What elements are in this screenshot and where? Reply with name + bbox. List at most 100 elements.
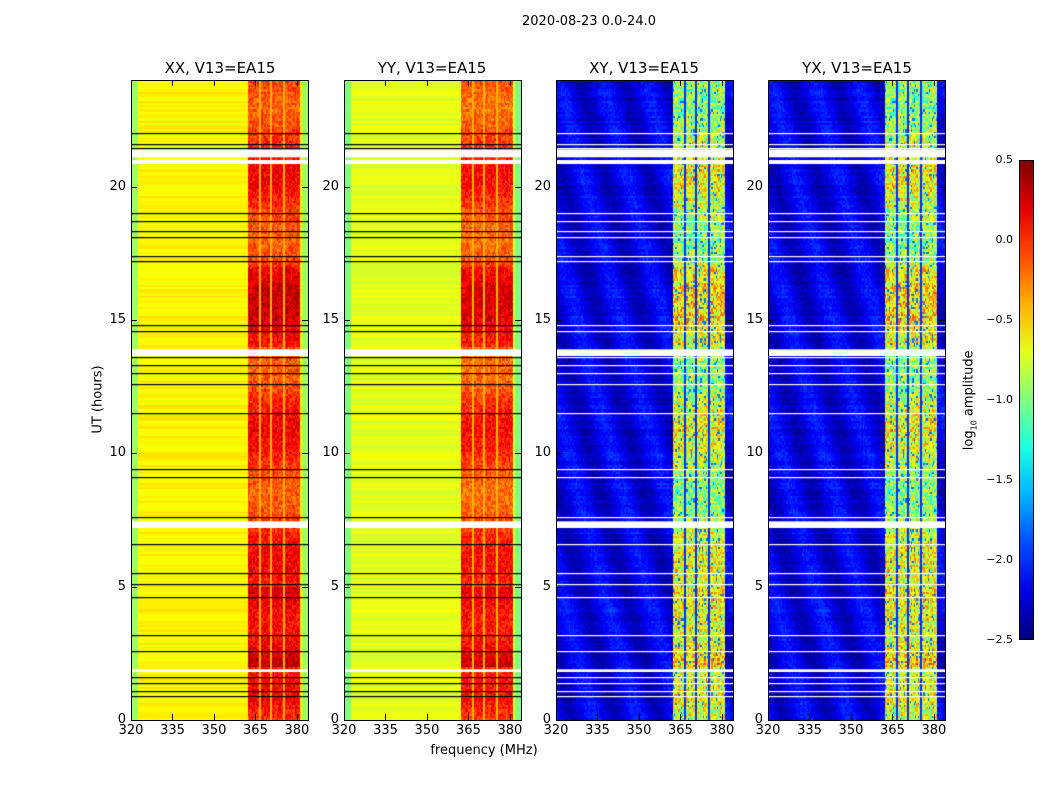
y-tick-label: 0: [542, 712, 551, 727]
x-tick-mark: [933, 714, 935, 720]
colorbar-tick-label: −2.0: [986, 553, 1013, 566]
colorbar: [1019, 160, 1034, 640]
x-tick-label: 350: [414, 723, 440, 738]
x-tick-mark: [426, 80, 428, 86]
y-tick-mark: [768, 320, 774, 321]
x-tick-mark: [638, 80, 640, 86]
y-tick-mark: [556, 320, 562, 321]
x-tick-label: 365: [668, 723, 693, 738]
x-tick-mark: [892, 714, 894, 720]
x-tick-label: 320: [543, 723, 569, 738]
y-axis-label: UT (hours): [90, 365, 106, 434]
x-tick-label: 350: [626, 723, 652, 738]
x-tick-mark: [850, 714, 852, 720]
y-tick-label: 5: [117, 578, 126, 594]
x-tick-mark: [892, 80, 894, 86]
y-tick-mark: [515, 720, 521, 721]
x-tick-mark: [509, 714, 511, 720]
y-tick-label: 15: [109, 312, 126, 327]
x-tick-mark: [721, 80, 723, 86]
y-tick-label: 20: [109, 178, 126, 194]
panel-title-xx: XX, V13=EA15: [164, 59, 276, 77]
x-tick-mark: [809, 714, 811, 720]
colorbar-tick-label: 0.0: [995, 233, 1014, 246]
y-tick-mark: [302, 186, 308, 188]
y-tick-mark: [768, 586, 774, 588]
y-tick-mark: [515, 586, 521, 588]
y-tick-mark: [556, 186, 562, 188]
y-tick-mark: [344, 320, 350, 321]
y-tick-mark: [727, 320, 733, 321]
x-tick-mark: [468, 714, 470, 720]
x-axis-label: frequency (MHz): [430, 743, 538, 758]
panel-title-yx: YX, V13=EA15: [802, 59, 912, 77]
y-tick-mark: [344, 720, 350, 721]
x-tick-mark: [721, 714, 723, 720]
x-tick-mark: [131, 80, 132, 86]
x-tick-mark: [850, 80, 852, 86]
x-tick-mark: [213, 80, 215, 86]
colorbar-tick-label: −1.5: [986, 473, 1013, 486]
x-tick-mark: [933, 80, 935, 86]
x-tick-mark: [556, 714, 557, 720]
y-tick-label: 10: [534, 445, 551, 461]
x-tick-label: 365: [456, 723, 481, 738]
x-tick-label: 365: [243, 723, 268, 738]
x-tick-label: 350: [838, 723, 864, 738]
y-tick-label: 10: [109, 445, 126, 461]
x-tick-mark: [385, 80, 387, 86]
y-tick-label: 0: [117, 712, 126, 727]
y-tick-mark: [302, 586, 308, 588]
x-tick-label: 380: [921, 723, 947, 738]
y-tick-label: 5: [754, 578, 763, 594]
x-tick-mark: [809, 80, 811, 86]
y-tick-mark: [939, 586, 945, 588]
colorbar-label: log10 amplitude: [962, 350, 979, 450]
y-tick-mark: [727, 186, 733, 188]
y-tick-label: 5: [330, 578, 339, 594]
y-tick-mark: [344, 453, 350, 455]
x-tick-label: 380: [709, 723, 735, 738]
x-tick-label: 380: [284, 723, 310, 738]
x-tick-mark: [213, 714, 215, 720]
y-tick-mark: [556, 586, 562, 588]
y-tick-label: 10: [322, 445, 339, 461]
heatmap-xy: [556, 80, 733, 720]
x-tick-mark: [768, 80, 769, 86]
heatmap-xx: [131, 80, 308, 720]
y-tick-label: 20: [746, 178, 763, 194]
x-tick-mark: [296, 80, 298, 86]
y-tick-mark: [727, 453, 733, 455]
y-tick-mark: [302, 453, 308, 455]
y-tick-mark: [939, 720, 945, 721]
x-tick-mark: [385, 714, 387, 720]
x-tick-mark: [638, 714, 640, 720]
colorbar-tick-label: −2.5: [986, 633, 1013, 646]
y-tick-label: 20: [534, 178, 551, 194]
x-tick-label: 320: [118, 723, 144, 738]
x-tick-mark: [680, 80, 682, 86]
y-tick-label: 15: [534, 312, 551, 327]
x-tick-label: 335: [585, 723, 610, 738]
y-tick-mark: [515, 186, 521, 188]
figure-title: 2020-08-23 0.0-24.0: [522, 14, 656, 29]
x-tick-mark: [468, 80, 470, 86]
y-tick-mark: [302, 320, 308, 321]
x-tick-label: 380: [497, 723, 523, 738]
x-tick-label: 335: [160, 723, 185, 738]
x-tick-mark: [680, 714, 682, 720]
x-tick-mark: [344, 714, 345, 720]
y-tick-mark: [727, 586, 733, 588]
panel-title-yy: YY, V13=EA15: [377, 59, 487, 77]
colorbar-label-rest: amplitude: [961, 350, 977, 421]
x-tick-mark: [172, 714, 174, 720]
x-tick-label: 320: [331, 723, 357, 738]
y-tick-label: 15: [322, 312, 339, 327]
y-tick-label: 10: [746, 445, 763, 461]
y-tick-mark: [515, 453, 521, 455]
colorbar-label-log: log: [961, 430, 977, 451]
y-tick-mark: [939, 453, 945, 455]
x-tick-mark: [172, 80, 174, 86]
y-tick-mark: [302, 720, 308, 721]
